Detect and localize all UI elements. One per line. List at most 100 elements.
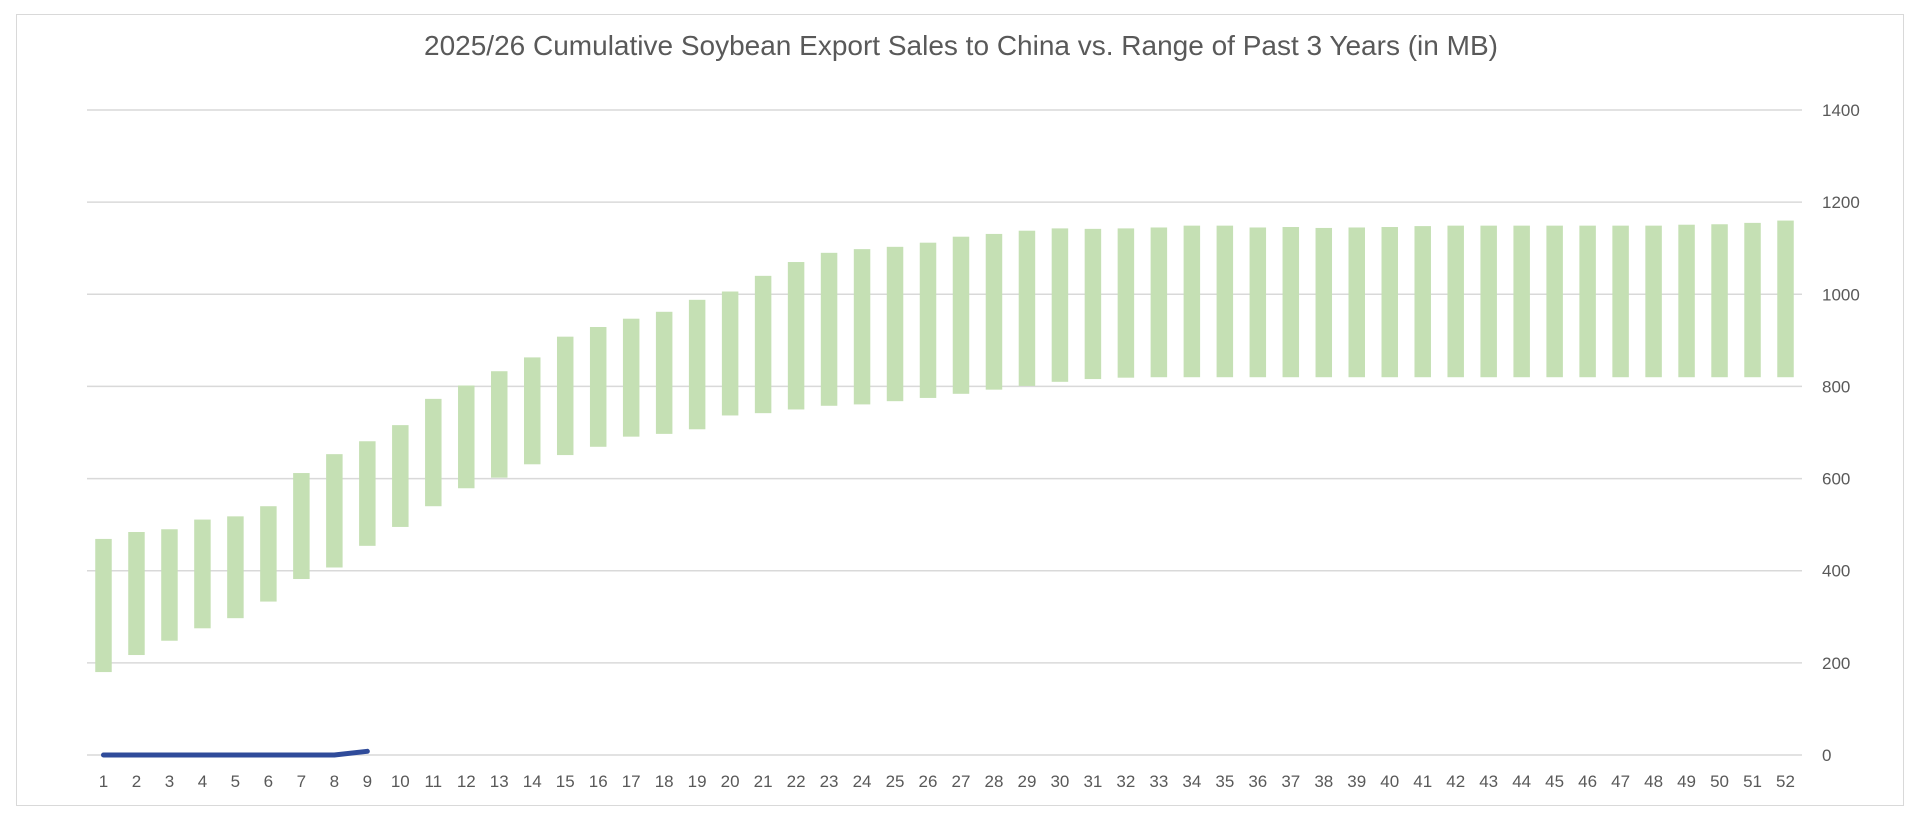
x-tick-label: 48 xyxy=(1644,772,1663,791)
x-tick-label: 29 xyxy=(1017,772,1036,791)
y-tick-label: 800 xyxy=(1822,377,1850,396)
range-bar xyxy=(1612,225,1629,378)
x-tick-label: 22 xyxy=(787,772,806,791)
x-tick-label: 1 xyxy=(99,772,108,791)
current-year-line xyxy=(100,748,370,758)
x-tick-label: 26 xyxy=(919,772,938,791)
range-bar xyxy=(985,233,1003,390)
x-tick-label: 45 xyxy=(1545,772,1564,791)
range-bar xyxy=(1711,224,1728,378)
x-tick-label: 27 xyxy=(952,772,971,791)
range-bar xyxy=(1645,225,1662,378)
y-tick-label: 1000 xyxy=(1822,285,1860,304)
range-bar xyxy=(523,357,541,465)
range-bar xyxy=(392,425,409,527)
range-bar xyxy=(919,242,937,398)
range-bar xyxy=(853,249,871,405)
x-tick-label: 10 xyxy=(391,772,410,791)
range-bar xyxy=(1414,226,1431,378)
x-tick-label: 50 xyxy=(1710,772,1729,791)
range-bar xyxy=(556,336,574,456)
x-tick-label: 11 xyxy=(424,772,442,791)
range-bar xyxy=(1282,227,1300,378)
y-axis-tick-labels: 0 200 400 600 800 1000 1200 1400 xyxy=(1822,101,1860,765)
x-tick-label: 9 xyxy=(363,772,372,791)
range-bar xyxy=(1051,228,1069,382)
range-bar xyxy=(1183,225,1201,378)
chart-title: 2025/26 Cumulative Soybean Export Sales … xyxy=(424,30,1498,61)
x-tick-label: 39 xyxy=(1347,772,1366,791)
grid-lines xyxy=(87,109,1802,756)
range-bar xyxy=(1381,227,1398,378)
x-tick-label: 20 xyxy=(721,772,740,791)
range-bar xyxy=(260,506,277,602)
x-tick-label: 8 xyxy=(330,772,339,791)
range-bar xyxy=(787,262,805,410)
range-bars xyxy=(95,220,1794,673)
x-tick-label: 51 xyxy=(1743,772,1762,791)
y-tick-label: 400 xyxy=(1822,562,1850,581)
range-bar xyxy=(1447,225,1464,378)
x-tick-label: 23 xyxy=(820,772,839,791)
x-tick-label: 21 xyxy=(754,772,773,791)
range-bar xyxy=(1018,230,1036,386)
range-bar xyxy=(326,454,343,568)
range-bar xyxy=(458,385,475,489)
x-tick-label: 40 xyxy=(1380,772,1399,791)
x-tick-label: 12 xyxy=(457,772,476,791)
range-bar xyxy=(1678,224,1695,378)
x-tick-label: 49 xyxy=(1677,772,1696,791)
x-tick-label: 34 xyxy=(1182,772,1201,791)
x-tick-label: 41 xyxy=(1413,772,1432,791)
range-bar xyxy=(1117,228,1135,378)
x-tick-label: 33 xyxy=(1149,772,1168,791)
range-bar xyxy=(1744,222,1761,378)
range-bar xyxy=(1579,225,1596,378)
range-bar xyxy=(359,441,376,546)
x-tick-label: 17 xyxy=(622,772,641,791)
y-tick-label: 200 xyxy=(1822,654,1850,673)
range-bar xyxy=(688,299,706,430)
range-bar xyxy=(721,291,739,416)
range-bar xyxy=(194,519,211,629)
range-bar xyxy=(622,318,640,437)
x-axis-tick-labels: 1 2 3 4 5 6 7 8 9 10 11 12 13 14 15 16 17 18 19 20 21 22 23 24 2… xyxy=(99,772,1795,791)
y-tick-label: 0 xyxy=(1822,746,1831,765)
x-tick-label: 2 xyxy=(132,772,141,791)
x-tick-label: 38 xyxy=(1314,772,1333,791)
x-tick-label: 30 xyxy=(1050,772,1069,791)
x-tick-label: 44 xyxy=(1512,772,1531,791)
x-tick-label: 5 xyxy=(231,772,240,791)
range-bar xyxy=(128,532,145,656)
range-bar xyxy=(655,311,673,434)
x-tick-label: 13 xyxy=(490,772,509,791)
x-tick-label: 24 xyxy=(853,772,872,791)
x-tick-label: 42 xyxy=(1446,772,1465,791)
line-series-path xyxy=(100,748,370,758)
x-tick-label: 6 xyxy=(264,772,273,791)
range-bar xyxy=(952,236,970,394)
x-tick-label: 52 xyxy=(1776,772,1795,791)
x-tick-label: 47 xyxy=(1611,772,1630,791)
y-tick-label: 600 xyxy=(1822,470,1850,489)
range-bar xyxy=(1546,225,1563,378)
range-bar xyxy=(293,473,310,580)
range-bar xyxy=(820,252,838,406)
x-tick-label: 14 xyxy=(523,772,542,791)
x-tick-label: 37 xyxy=(1281,772,1300,791)
range-bar xyxy=(425,398,442,507)
range-bar xyxy=(1150,227,1168,378)
chart-plot: 2025/26 Cumulative Soybean Export Sales … xyxy=(87,30,1860,791)
x-tick-label: 43 xyxy=(1479,772,1498,791)
range-bar xyxy=(754,275,772,414)
x-tick-label: 15 xyxy=(556,772,575,791)
x-tick-label: 31 xyxy=(1083,772,1102,791)
x-tick-label: 25 xyxy=(886,772,905,791)
x-tick-label: 46 xyxy=(1578,772,1597,791)
x-tick-label: 32 xyxy=(1116,772,1135,791)
range-bar xyxy=(589,326,607,447)
x-tick-label: 18 xyxy=(655,772,674,791)
x-tick-label: 4 xyxy=(198,772,207,791)
x-tick-label: 19 xyxy=(688,772,707,791)
y-tick-label: 1400 xyxy=(1822,101,1860,120)
